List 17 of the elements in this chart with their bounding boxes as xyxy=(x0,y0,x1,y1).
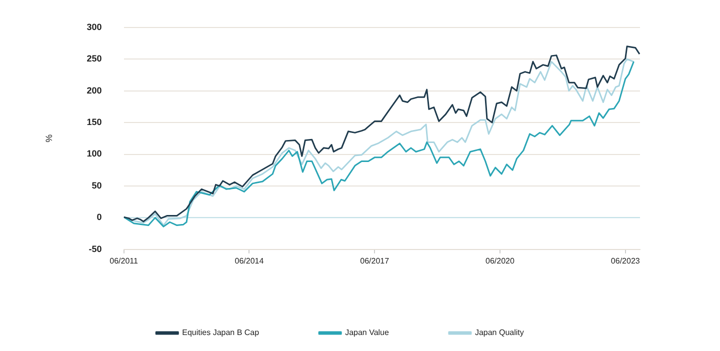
y-tick-label: -50 xyxy=(88,244,102,254)
y-tick-label: 200 xyxy=(86,85,102,96)
y-tick-label: 100 xyxy=(86,148,102,159)
y-tick-label: 300 xyxy=(86,22,102,32)
legend-label: Japan Value xyxy=(345,328,390,338)
x-tick-label: 06/2014 xyxy=(234,256,264,266)
legend-label: Equities Japan B Cap xyxy=(182,328,260,338)
y-axis-title: % xyxy=(44,134,54,142)
y-tick-label: 250 xyxy=(86,54,102,64)
x-tick-label: 06/2020 xyxy=(486,256,515,266)
x-tick-label: 06/2011 xyxy=(110,256,139,266)
x-tick-label: 06/2017 xyxy=(360,256,390,266)
legend-label: Japan Quality xyxy=(474,328,524,338)
x-tick-label: 06/2023 xyxy=(610,256,640,266)
y-tick-label: 150 xyxy=(86,117,102,128)
y-tick-label: 0 xyxy=(96,212,102,222)
y-tick-label: 50 xyxy=(92,180,102,190)
